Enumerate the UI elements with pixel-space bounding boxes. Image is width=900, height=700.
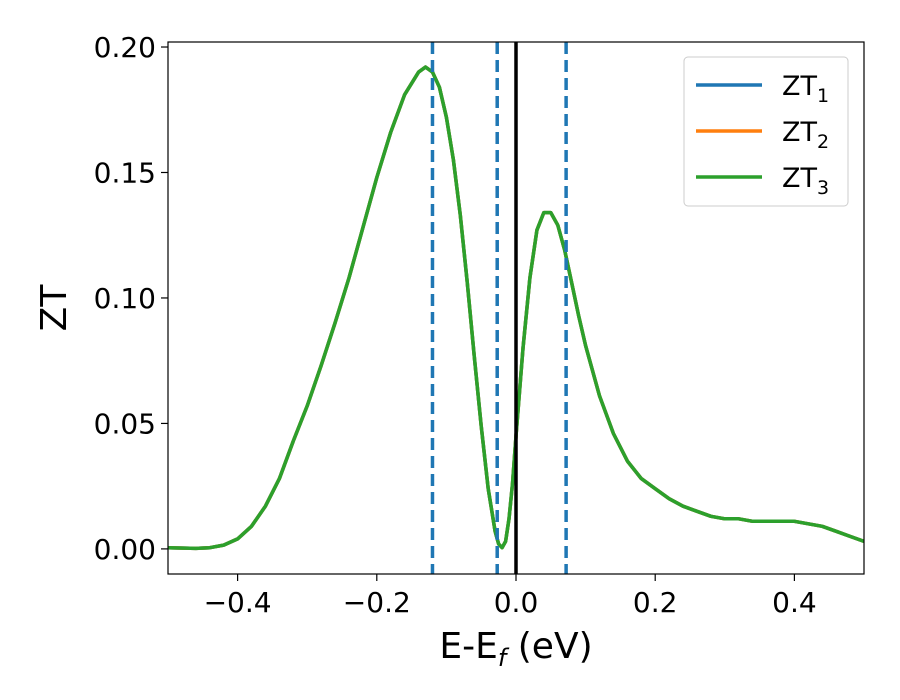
y-axis-label: ZT <box>34 284 75 332</box>
x-tick-label: 0.0 <box>494 586 539 619</box>
y-tick-label: 0.10 <box>94 282 156 315</box>
legend-label-zt1: ZT1 <box>782 71 829 107</box>
y-tick-label: 0.00 <box>94 533 156 566</box>
x-tick-label: 0.2 <box>633 586 678 619</box>
x-tick-label: −0.4 <box>204 586 272 619</box>
x-tick-label: −0.2 <box>343 586 411 619</box>
legend-label-zt3: ZT3 <box>782 163 829 199</box>
y-tick-label: 0.15 <box>94 156 156 189</box>
x-tick-label: 0.4 <box>772 586 817 619</box>
x-axis-label: E-Ef (eV) <box>439 626 592 672</box>
y-tick-label: 0.05 <box>94 407 156 440</box>
legend-frame <box>683 56 849 207</box>
legend-label-zt2: ZT2 <box>782 117 829 153</box>
y-tick-label: 0.20 <box>94 31 156 64</box>
series-line-zt3 <box>168 65 864 551</box>
legend: ZT1 ZT2 ZT3 <box>683 56 849 207</box>
